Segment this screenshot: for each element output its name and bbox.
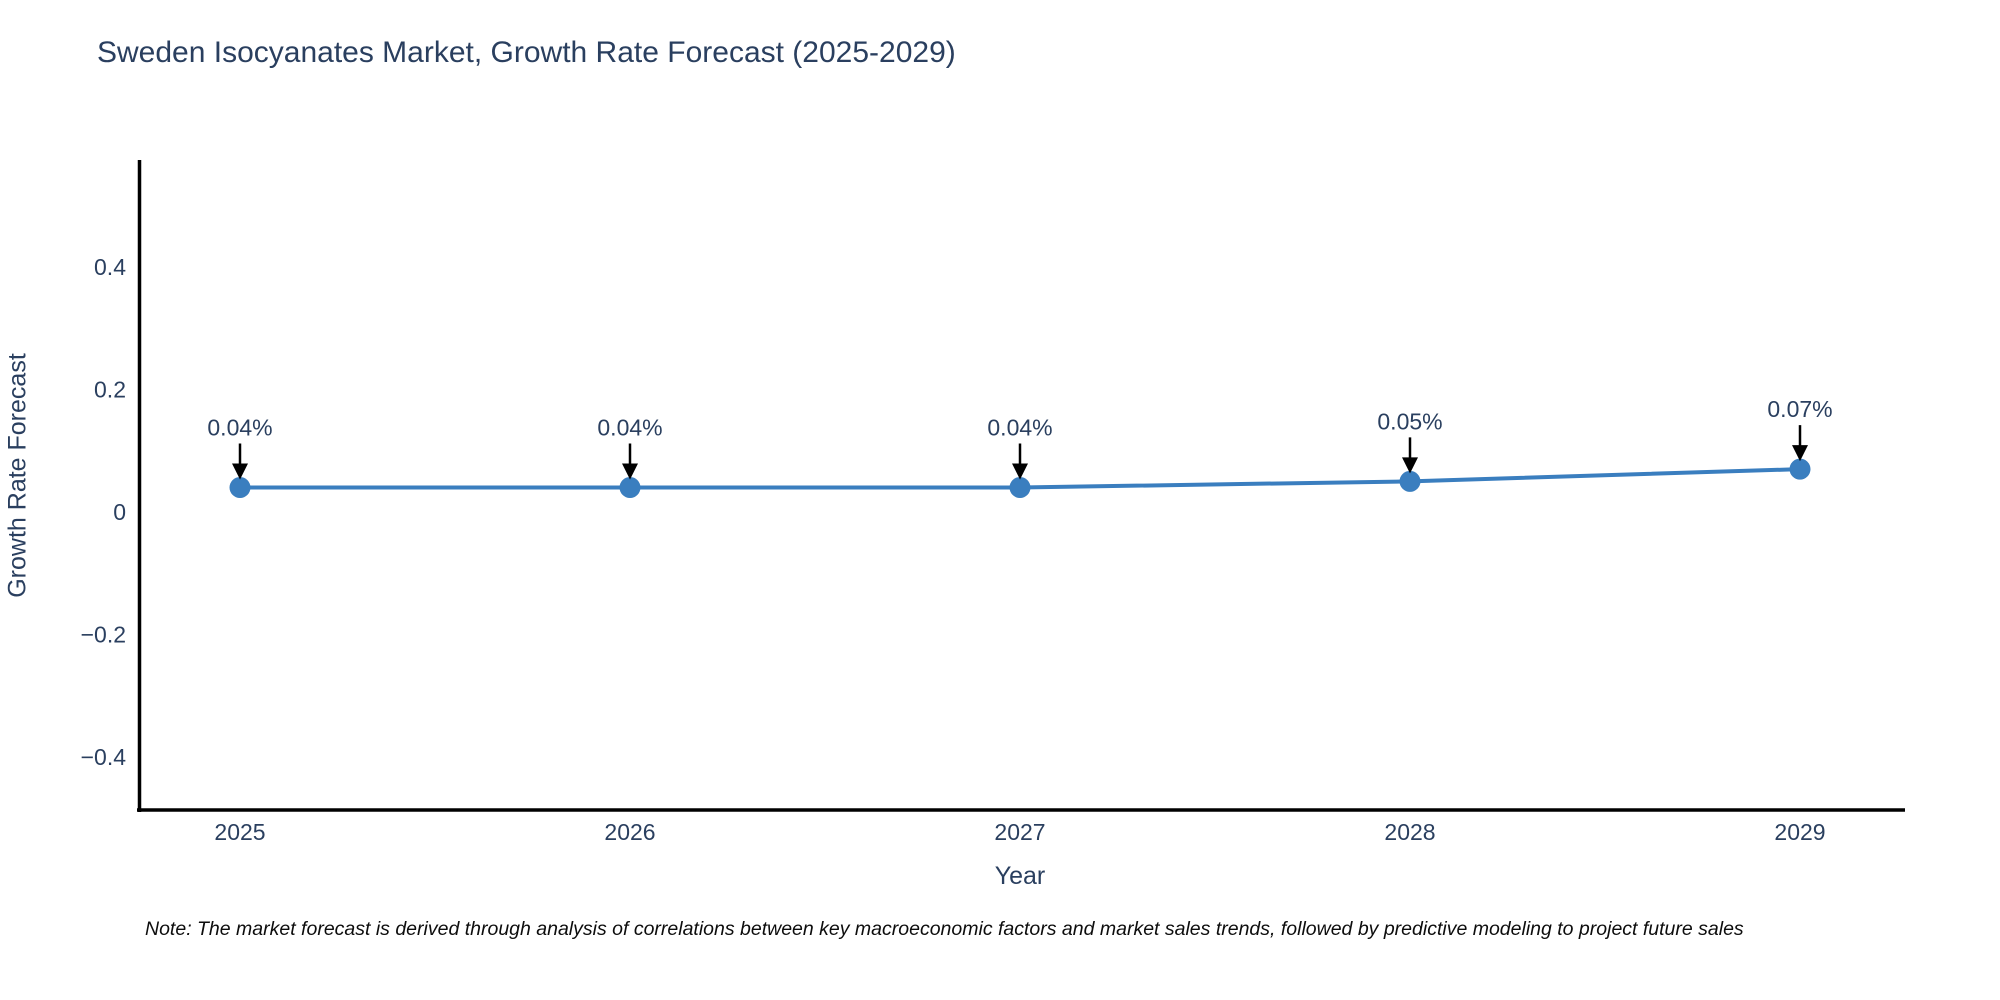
axes-group: 0.4 0.2 0 −0.2 −0.4 2025 2026 2027 2028 2029 xyxy=(81,160,1905,845)
footnote: Note: The market forecast is derived thr… xyxy=(145,918,1744,940)
y-tick-label: −0.2 xyxy=(81,622,126,648)
data-point-marker xyxy=(619,477,641,498)
point-value-label: 0.05% xyxy=(1377,408,1442,434)
x-axis-title: Year xyxy=(994,862,1046,890)
point-value-label: 0.04% xyxy=(207,415,272,441)
annotation-arrowhead-icon xyxy=(622,463,638,480)
data-point-marker xyxy=(1009,477,1031,498)
y-tick-label: 0.4 xyxy=(94,254,126,280)
line-series-group xyxy=(229,458,1811,498)
data-point-marker xyxy=(1399,470,1421,492)
x-tick-label: 2025 xyxy=(214,819,265,845)
y-tick-label: −0.4 xyxy=(81,744,127,770)
annotation-arrowhead-icon xyxy=(1792,445,1808,462)
annotations-group: 0.04% 0.04% 0.04% 0.05% 0.07% xyxy=(207,396,1833,480)
x-tick-label: 2027 xyxy=(994,819,1045,845)
point-value-label: 0.04% xyxy=(987,415,1052,441)
x-tick-label: 2029 xyxy=(1774,819,1825,845)
data-point-marker xyxy=(1789,458,1811,480)
x-tick-label: 2026 xyxy=(604,819,655,845)
point-value-label: 0.07% xyxy=(1767,396,1832,422)
x-tick-label: 2028 xyxy=(1384,819,1435,845)
y-tick-label: 0 xyxy=(113,499,126,525)
annotation-arrowhead-icon xyxy=(232,463,248,480)
point-value-label: 0.04% xyxy=(597,415,662,441)
annotation-arrowhead-icon xyxy=(1402,457,1418,474)
chart-title: Sweden Isocyanates Market, Growth Rate F… xyxy=(97,36,956,69)
data-point-marker xyxy=(229,477,251,498)
y-tick-label: 0.2 xyxy=(94,377,126,403)
annotation-arrowhead-icon xyxy=(1012,463,1028,480)
